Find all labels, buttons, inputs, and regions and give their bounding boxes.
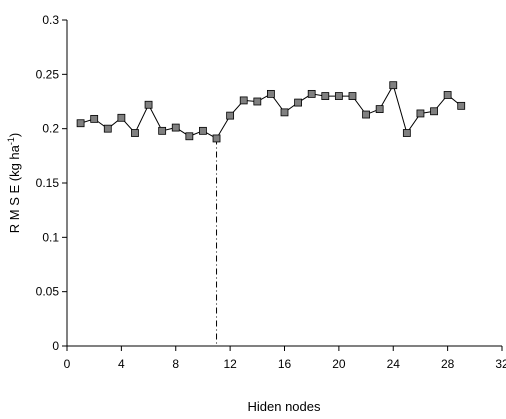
x-ticks: 0 4 8 12 16 20 24 28 32 (64, 346, 506, 371)
x-tick-label: 4 (118, 357, 125, 371)
data-point (90, 114, 99, 123)
data-point (267, 89, 275, 98)
x-tick-label: 8 (172, 357, 179, 371)
x-tick-label: 32 (495, 357, 506, 371)
data-point (144, 100, 153, 109)
axes (66, 20, 502, 347)
data-point (171, 123, 180, 132)
y-axis-title-main: R M S E (kg ha (7, 144, 22, 233)
data-point (348, 92, 357, 100)
x-axis-title: Hiden nodes (248, 399, 321, 414)
y-axis-title: R M S E (kg ha-1) (6, 133, 22, 234)
y-tick-label: 0.05 (36, 285, 60, 299)
data-point (212, 134, 221, 143)
data-point (185, 132, 194, 141)
data-point (253, 97, 262, 106)
data-point (389, 81, 398, 90)
data-point (430, 107, 438, 116)
x-tick-label: 12 (223, 357, 237, 371)
data-point (402, 129, 411, 137)
data-point (334, 92, 343, 100)
y-tick-label: 0.15 (36, 176, 60, 190)
y-axis-title-close: ) (7, 133, 22, 137)
data-point (307, 89, 316, 98)
data-point (457, 101, 466, 110)
data-point (226, 111, 235, 120)
x-tick-label: 0 (64, 357, 71, 371)
data-point (443, 91, 452, 99)
y-tick-label: 0.1 (42, 230, 59, 244)
plot-area (76, 81, 466, 346)
data-point (199, 126, 207, 135)
x-tick-label: 28 (441, 357, 455, 371)
data-point (103, 124, 112, 133)
y-tick-label: 0.25 (36, 67, 60, 81)
data-point (294, 98, 302, 107)
y-axis-title-superscript: -1 (6, 137, 16, 145)
x-tick-label: 20 (332, 357, 346, 371)
data-point (375, 105, 384, 114)
data-point (239, 96, 248, 105)
data-point (117, 113, 126, 122)
x-tick-label: 24 (387, 357, 401, 371)
data-point (76, 119, 85, 128)
y-tick-label: 0 (52, 339, 59, 353)
data-point (321, 92, 330, 100)
y-tick-label: 0.3 (42, 13, 59, 27)
data-point (158, 126, 167, 135)
y-tick-label: 0.2 (42, 122, 59, 136)
data-point (131, 129, 139, 137)
data-point (362, 110, 370, 119)
x-tick-label: 16 (278, 357, 292, 371)
y-ticks: 0 0.05 0.1 0.15 0.2 0.25 0.3 (36, 13, 67, 353)
data-point (416, 109, 425, 118)
data-point (280, 108, 289, 117)
